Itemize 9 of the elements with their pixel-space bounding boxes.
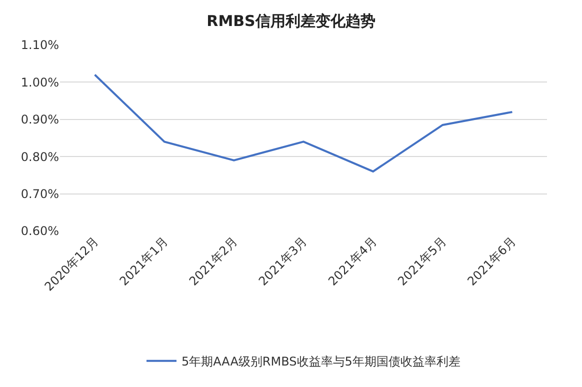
chart-title: RMBS信用利差变化趋势 xyxy=(206,12,376,30)
y-tick-label: 0.60% xyxy=(20,224,59,238)
y-tick-label: 1.10% xyxy=(20,38,59,52)
y-tick-label: 0.70% xyxy=(20,187,59,201)
y-tick-label: 0.90% xyxy=(20,112,59,127)
legend-label: 5年期AAA级别RMBS收益率与5年期国债收益率利差 xyxy=(182,354,460,368)
y-tick-label: 0.80% xyxy=(20,150,59,164)
line-series xyxy=(94,74,514,172)
y-tick-label: 1.00% xyxy=(20,75,59,90)
